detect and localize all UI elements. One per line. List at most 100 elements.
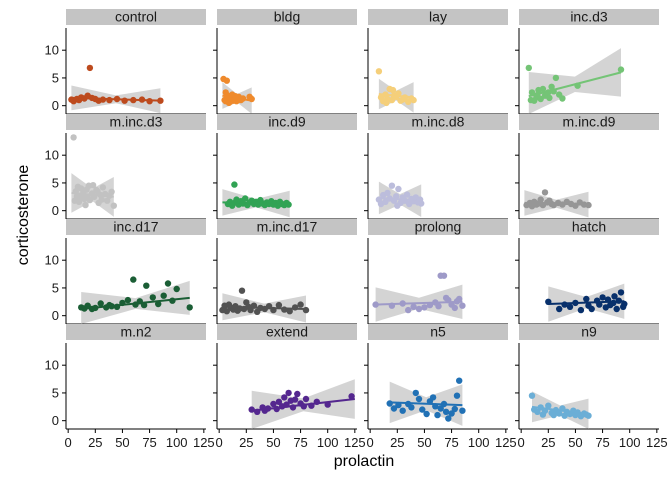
data-point xyxy=(291,304,299,311)
data-point xyxy=(426,301,434,309)
confidence-band xyxy=(528,48,621,114)
data-point xyxy=(297,301,304,308)
data-point xyxy=(285,201,292,208)
data-point xyxy=(140,301,148,309)
data-point xyxy=(232,93,239,100)
data-point xyxy=(108,188,115,195)
data-point xyxy=(408,404,415,411)
data-point xyxy=(621,300,628,308)
data-point xyxy=(348,393,355,400)
data-point xyxy=(324,401,331,408)
data-point xyxy=(99,96,107,103)
panel-extend: extend 0 25 50 75 100 125 xyxy=(213,324,366,450)
data-point xyxy=(99,184,107,191)
x-tick-label: 0 xyxy=(216,435,223,450)
data-point xyxy=(577,306,585,314)
x-tick-label: 0 xyxy=(367,435,374,450)
x-tick-label: 25 xyxy=(390,435,404,450)
data-point xyxy=(459,407,466,414)
data-point xyxy=(418,200,425,207)
x-tick-label: 100 xyxy=(317,435,339,450)
data-point xyxy=(583,295,590,303)
data-point xyxy=(247,306,254,314)
y-tick-label: 0 xyxy=(52,308,59,323)
strip-background xyxy=(217,324,357,340)
y-tick-label: 5 xyxy=(52,70,59,85)
data-point xyxy=(313,398,320,405)
data-point xyxy=(604,296,612,303)
data-point xyxy=(534,408,541,415)
x-axis-title: prolactin xyxy=(334,453,394,470)
data-point xyxy=(75,198,83,205)
regression-line xyxy=(389,401,463,407)
data-point xyxy=(149,294,156,301)
panel-inc-d3: inc.d3 xyxy=(515,9,659,118)
strip-label: n5 xyxy=(430,324,446,340)
x-tick-label: 100 xyxy=(619,435,641,450)
data-point xyxy=(596,301,603,308)
data-point xyxy=(375,68,383,75)
data-point xyxy=(399,300,406,307)
panel-m-inc-d9: m.inc.d9 xyxy=(515,114,659,223)
data-point xyxy=(566,303,574,310)
data-point xyxy=(383,99,390,107)
panel-inc-d9: inc.d9 xyxy=(213,114,357,223)
panel-control: control 0 5 10 xyxy=(45,9,206,118)
strip-background xyxy=(519,9,659,25)
data-point xyxy=(610,299,617,307)
strip-background xyxy=(368,219,508,235)
data-point xyxy=(97,300,104,307)
data-point xyxy=(546,94,553,102)
data-point xyxy=(300,403,307,410)
strip-background xyxy=(217,219,357,235)
data-point xyxy=(528,392,536,399)
data-point xyxy=(613,305,620,313)
data-point xyxy=(539,85,547,93)
strip-background xyxy=(217,114,357,130)
data-point xyxy=(429,394,437,401)
data-point xyxy=(541,407,549,414)
data-point xyxy=(588,305,595,313)
y-tick-label: 10 xyxy=(45,148,59,163)
data-point xyxy=(250,302,258,309)
data-point xyxy=(541,189,549,196)
strip-background xyxy=(519,114,659,130)
y-axis-title: corticosterone xyxy=(15,165,32,266)
data-point xyxy=(405,306,412,314)
data-point xyxy=(456,295,463,303)
y-tick-label: 5 xyxy=(52,385,59,400)
x-tick-label: 75 xyxy=(293,435,307,450)
data-point xyxy=(275,398,283,405)
strip-background xyxy=(519,219,659,235)
x-tick-label: 100 xyxy=(468,435,490,450)
data-point xyxy=(415,395,423,403)
data-point xyxy=(440,272,448,279)
strip-background xyxy=(368,9,508,25)
data-point xyxy=(572,202,579,209)
data-point xyxy=(559,405,566,412)
data-point xyxy=(419,406,426,413)
data-point xyxy=(412,389,419,397)
x-tick-label: 25 xyxy=(88,435,102,450)
data-point xyxy=(545,89,552,96)
data-point xyxy=(525,64,532,72)
data-point xyxy=(160,292,167,299)
data-point xyxy=(550,88,557,95)
data-point xyxy=(559,95,566,102)
strip-background xyxy=(66,9,206,25)
data-point xyxy=(617,66,625,73)
data-point xyxy=(302,395,310,403)
data-point xyxy=(545,298,552,305)
data-point xyxy=(273,405,280,413)
strip-label: prolong xyxy=(415,219,462,235)
data-point xyxy=(130,96,137,104)
data-point xyxy=(556,305,563,313)
strip-background xyxy=(217,9,357,25)
data-point xyxy=(242,195,249,202)
data-point xyxy=(401,94,409,101)
data-point xyxy=(231,181,238,188)
data-point xyxy=(599,294,606,301)
data-point xyxy=(108,303,115,310)
data-point xyxy=(143,282,150,289)
